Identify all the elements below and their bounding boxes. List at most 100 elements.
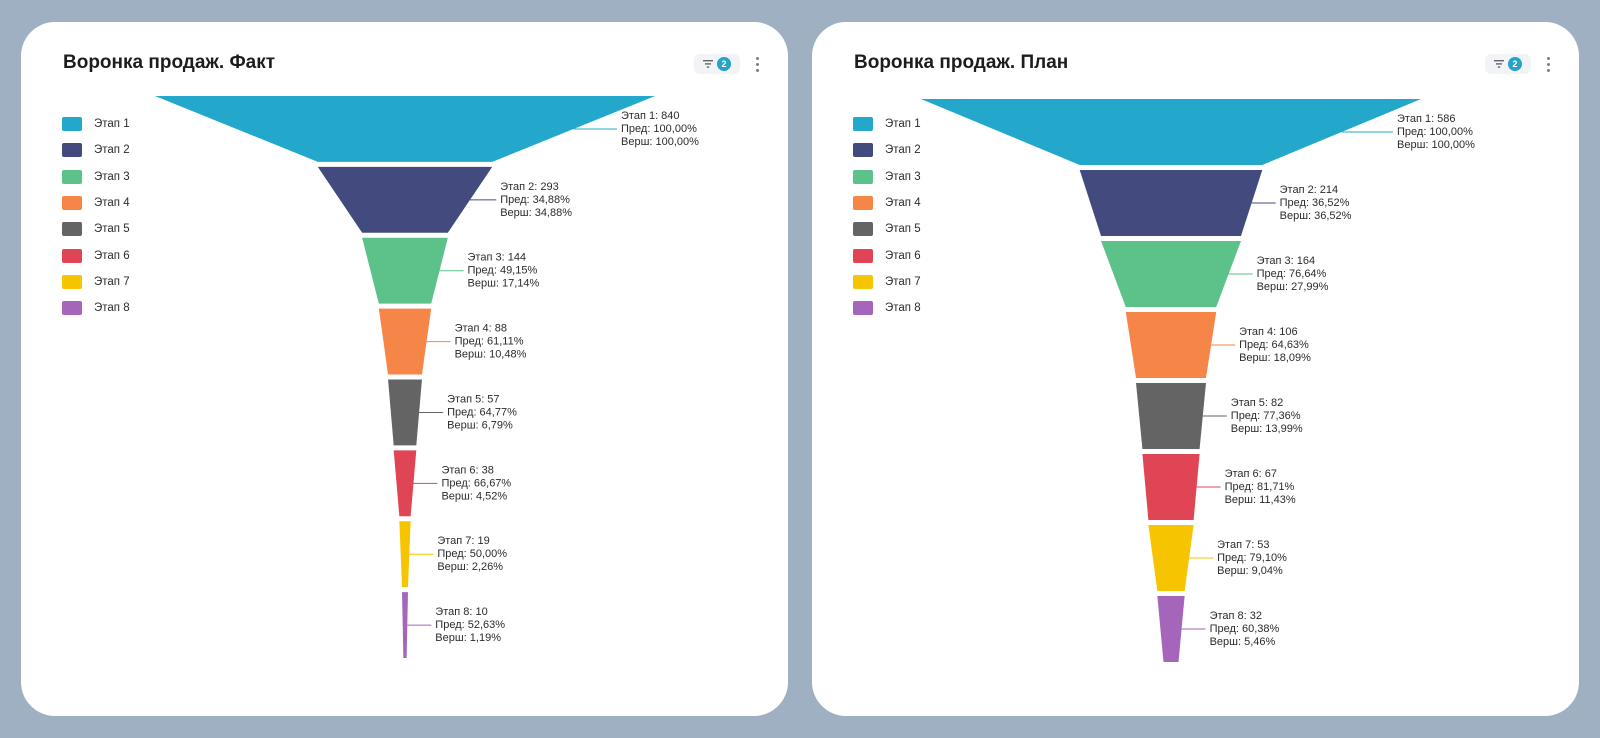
legend-swatch (853, 248, 873, 263)
legend-item[interactable]: Этап 4 (853, 190, 921, 216)
legend-item[interactable]: Этап 5 (853, 216, 921, 242)
legend-item[interactable]: Этап 5 (62, 216, 130, 242)
legend-label: Этап 5 (94, 223, 130, 236)
funnel-chart: Этап 1: 840 Пред: 100,00% Верш: 100,00% Эта… (155, 96, 699, 658)
segment-label: Этап 2: 293 Пред: 34,88% Верш: 34,88% (500, 181, 572, 219)
legend-swatch (62, 143, 82, 158)
funnel-segment[interactable] (362, 237, 448, 304)
funnel-segment[interactable] (155, 96, 655, 162)
legend-swatch (853, 222, 873, 237)
funnel-chart: Этап 1: 586 Пред: 100,00% Верш: 100,00% Эта… (921, 99, 1475, 662)
filter-button[interactable]: 2 (1485, 54, 1531, 74)
more-dot-icon (755, 62, 759, 66)
segment-label: Этап 5: 57 Пред: 64,77% Верш: 6,79% (447, 393, 517, 431)
funnel-segment[interactable] (317, 166, 493, 233)
more-dot-icon (755, 68, 759, 72)
legend-item[interactable]: Этап 7 (62, 269, 130, 295)
funnel-segment[interactable] (1148, 525, 1194, 591)
more-dot-icon (1546, 62, 1550, 66)
segment-label: Этап 7: 53 Пред: 79,10% Верш: 9,04% (1217, 539, 1287, 577)
legend-label: Этап 8 (94, 302, 130, 315)
funnel-segment[interactable] (1142, 454, 1200, 520)
funnel-segment[interactable] (1136, 383, 1206, 449)
segment-label: Этап 1: 840 Пред: 100,00% Верш: 100,00% (621, 110, 699, 148)
legend-label: Этап 2 (94, 144, 130, 157)
legend-swatch (853, 301, 873, 316)
legend-item[interactable]: Этап 3 (62, 164, 130, 190)
more-dot-icon (1546, 56, 1550, 60)
legend-swatch (853, 169, 873, 184)
segment-label: Этап 5: 82 Пред: 77,36% Верш: 13,99% (1231, 397, 1303, 435)
legend-item[interactable]: Этап 7 (853, 269, 921, 295)
legend-item[interactable]: Этап 6 (62, 242, 130, 268)
segment-label: Этап 8: 32 Пред: 60,38% Верш: 5,46% (1210, 610, 1280, 648)
legend-swatch (62, 274, 82, 289)
legend-swatch (62, 169, 82, 184)
more-options-button[interactable] (752, 54, 762, 74)
legend-label: Этап 4 (885, 197, 921, 210)
legend: Этап 1 Этап 2 Этап 3 Этап 4 Этап 5 Этап 6 Этап… (853, 111, 921, 321)
filter-button[interactable]: 2 (694, 54, 740, 74)
funnel-segment[interactable] (378, 308, 432, 375)
funnel-segment[interactable] (393, 450, 417, 517)
funnel-segment[interactable] (1101, 241, 1241, 307)
segment-label: Этап 1: 586 Пред: 100,00% Верш: 100,00% (1397, 113, 1475, 151)
segment-label: Этап 6: 67 Пред: 81,71% Верш: 11,43% (1225, 468, 1296, 506)
legend-label: Этап 6 (94, 249, 130, 262)
legend-swatch (62, 301, 82, 316)
segment-label: Этап 7: 19 Пред: 50,00% Верш: 2,26% (437, 535, 507, 573)
legend-item[interactable]: Этап 4 (62, 190, 130, 216)
legend-item[interactable]: Этап 8 (853, 295, 921, 321)
legend-label: Этап 6 (885, 249, 921, 262)
legend-label: Этап 1 (94, 118, 130, 131)
legend-item[interactable]: Этап 2 (853, 137, 921, 163)
legend-label: Этап 7 (94, 275, 130, 288)
segment-label: Этап 3: 164 Пред: 76,64% Верш: 27,99% (1257, 255, 1329, 293)
legend-item[interactable]: Этап 3 (853, 164, 921, 190)
segment-label: Этап 4: 88 Пред: 61,11% Верш: 10,48% (455, 323, 527, 361)
legend-swatch (62, 196, 82, 211)
legend-label: Этап 3 (94, 170, 130, 183)
funnel-card-plan: Воронка продаж. План 2 Этап 1 Этап 2 Этап … (812, 22, 1579, 716)
more-dot-icon (1546, 68, 1550, 72)
legend-swatch (853, 143, 873, 158)
funnel-segment[interactable] (1079, 170, 1263, 236)
legend-item[interactable]: Этап 1 (62, 111, 130, 137)
segment-label: Этап 8: 10 Пред: 52,63% Верш: 1,19% (435, 606, 505, 644)
legend-label: Этап 1 (885, 118, 921, 131)
funnel-segment[interactable] (921, 99, 1421, 165)
more-options-button[interactable] (1543, 54, 1553, 74)
legend-item[interactable]: Этап 6 (853, 242, 921, 268)
legend-label: Этап 3 (885, 170, 921, 183)
legend-swatch (62, 117, 82, 132)
legend-label: Этап 4 (94, 197, 130, 210)
segment-label: Этап 2: 214 Пред: 36,52% Верш: 36,52% (1280, 184, 1352, 222)
funnel-segment[interactable] (399, 521, 411, 588)
legend-item[interactable]: Этап 1 (853, 111, 921, 137)
legend-swatch (853, 117, 873, 132)
legend-item[interactable]: Этап 2 (62, 137, 130, 163)
legend-swatch (62, 222, 82, 237)
legend-label: Этап 5 (885, 223, 921, 236)
filter-icon (1494, 60, 1504, 68)
filter-count-badge: 2 (1508, 57, 1522, 71)
more-dot-icon (755, 56, 759, 60)
legend-item[interactable]: Этап 8 (62, 295, 130, 321)
legend-label: Этап 2 (885, 144, 921, 157)
funnel-segment[interactable] (388, 379, 422, 446)
legend-swatch (853, 196, 873, 211)
segment-label: Этап 3: 144 Пред: 49,15% Верш: 17,14% (468, 252, 540, 290)
legend-label: Этап 7 (885, 275, 921, 288)
filter-count-badge: 2 (717, 57, 731, 71)
legend-swatch (62, 248, 82, 263)
funnel-segment[interactable] (1125, 312, 1217, 378)
legend-label: Этап 8 (885, 302, 921, 315)
legend-swatch (853, 274, 873, 289)
card-title: Воронка продаж. Факт (63, 52, 276, 73)
funnel-segment[interactable] (402, 592, 408, 658)
funnel-segment[interactable] (1157, 596, 1185, 662)
filter-icon (703, 60, 713, 68)
segment-label: Этап 4: 106 Пред: 64,63% Верш: 18,09% (1239, 326, 1311, 364)
segment-label: Этап 6: 38 Пред: 66,67% Верш: 4,52% (441, 464, 511, 502)
card-title: Воронка продаж. План (854, 52, 1069, 73)
